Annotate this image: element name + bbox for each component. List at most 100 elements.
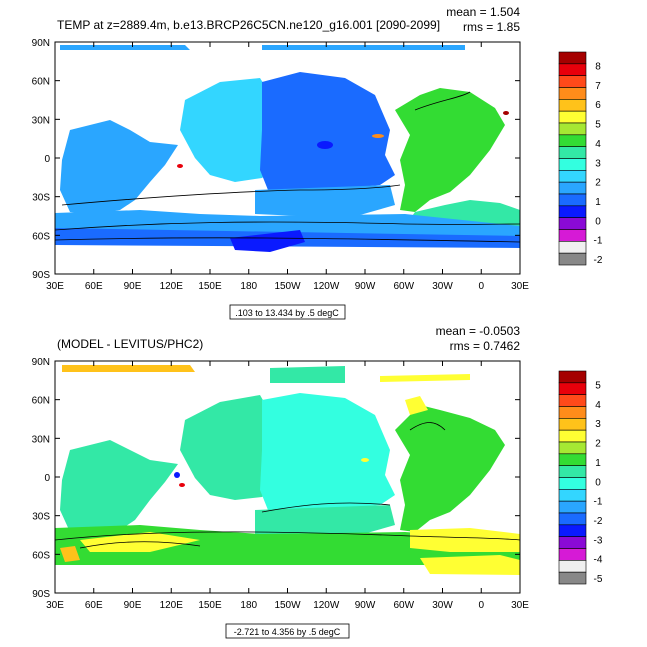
- colorbar-swatch: [558, 51, 587, 65]
- panel-1-title: TEMP at z=2889.4m, b.e13.BRCP26C5CN.ne12…: [57, 18, 440, 32]
- x-tick-label: 0: [478, 600, 484, 611]
- panel-1-map: [55, 42, 520, 274]
- panel-2-title: (MODEL - LEVITUS/PHC2): [57, 337, 203, 351]
- x-tick-label: 60E: [85, 281, 103, 292]
- y-tick-label: 90N: [32, 38, 50, 49]
- colorbar-label: -5: [594, 574, 603, 585]
- colorbar-swatch: [558, 489, 587, 502]
- colorbar-swatch: [558, 500, 587, 514]
- x-tick-label: 180: [240, 281, 257, 292]
- panel-2-contour-info-box: [225, 623, 350, 639]
- colorbar-label: 1: [595, 197, 601, 208]
- colorbar-swatch: [558, 548, 587, 561]
- colorbar-swatch: [558, 252, 587, 266]
- x-tick-label: 30E: [511, 600, 529, 611]
- panel-2-rms: rms = 0.7462: [450, 339, 521, 353]
- colorbar-swatch: [558, 524, 587, 537]
- panel-1-contour-info: .103 to 13.434 by .5 degC: [235, 308, 339, 318]
- colorbar-swatch: [558, 87, 587, 100]
- colorbar-label: 7: [595, 81, 601, 92]
- colorbar-swatch: [558, 229, 587, 242]
- colorbar-label: 2: [595, 178, 601, 189]
- x-tick-label: 60W: [393, 281, 414, 292]
- colorbar-swatch: [558, 477, 587, 490]
- colorbar-swatch: [558, 217, 587, 230]
- panel-1-rms: rms = 1.85: [463, 20, 520, 34]
- colorbar-swatch: [558, 170, 587, 183]
- y-tick-label: 90S: [32, 270, 50, 281]
- colorbar-swatch: [558, 75, 587, 88]
- x-tick-label: 60W: [393, 600, 414, 611]
- colorbar-swatch: [558, 146, 587, 159]
- colorbar-swatch: [558, 418, 587, 431]
- x-tick-label: 90W: [355, 600, 376, 611]
- x-tick-label: 30E: [46, 600, 64, 611]
- colorbar-swatch: [558, 560, 587, 573]
- panel-2-contour-info: -2.721 to 4.356 by .5 degC: [234, 627, 341, 637]
- colorbar-swatch: [558, 441, 587, 455]
- colorbar-label: 0: [595, 216, 601, 227]
- y-tick-label: 30S: [32, 512, 50, 523]
- colorbar-swatch: [558, 205, 587, 218]
- colorbar-label: 3: [595, 419, 601, 430]
- y-tick-label: 30S: [32, 193, 50, 204]
- colorbar-label: 2: [595, 439, 601, 450]
- y-tick-label: 0: [44, 154, 50, 165]
- x-tick-label: 150W: [274, 600, 301, 611]
- x-tick-label: 150W: [274, 281, 301, 292]
- colorbar-swatch: [558, 382, 587, 395]
- x-tick-label: 30W: [432, 600, 453, 611]
- panel-2: (MODEL - LEVITUS/PHC2) mean = -0.0503 rm…: [32, 324, 603, 639]
- panel-1-y-ticks: 90N 60N 30N 0 30S 60S 90S: [32, 38, 520, 281]
- x-tick-label: 90E: [124, 600, 142, 611]
- colorbar-swatch: [558, 110, 587, 124]
- panel-2-colorbar: 5 4 3 2 1 0 -1 -2 -3 -4 -5: [558, 370, 603, 585]
- colorbar-swatch: [558, 465, 587, 478]
- colorbar-swatch: [558, 571, 587, 585]
- panel-2-mean: mean = -0.0503: [436, 324, 521, 338]
- colorbar-label: 4: [595, 139, 601, 150]
- x-tick-label: 0: [478, 281, 484, 292]
- x-tick-label: 150E: [198, 600, 222, 611]
- x-tick-label: 30E: [511, 281, 529, 292]
- colorbar-label: 8: [595, 61, 601, 72]
- colorbar-label: -1: [594, 497, 603, 508]
- colorbar-swatch: [558, 158, 587, 171]
- x-tick-label: 120W: [313, 600, 340, 611]
- panel-2-x-ticks: 30E 60E 90E 120E 150E 180 150W 120W 90W 60W 30W 0 30…: [46, 361, 529, 611]
- panel-1: TEMP at z=2889.4m, b.e13.BRCP26C5CN.ne12…: [32, 5, 603, 320]
- colorbar-swatch: [558, 63, 587, 76]
- colorbar-label: 3: [595, 158, 601, 169]
- y-tick-label: 90N: [32, 357, 50, 368]
- y-tick-label: 60N: [32, 77, 50, 88]
- colorbar-swatch: [558, 181, 587, 195]
- panel-1-x-ticks: 30E 60E 90E 120E 150E 180 150W 120W 90W 60W 30W 0 30…: [46, 42, 529, 292]
- colorbar-swatch: [558, 512, 587, 526]
- y-tick-label: 60N: [32, 396, 50, 407]
- colorbar-swatch: [558, 193, 587, 207]
- colorbar-swatch: [558, 134, 587, 147]
- colorbar-label: -3: [594, 535, 603, 546]
- y-tick-label: 90S: [32, 589, 50, 600]
- colorbar-swatch: [558, 429, 587, 443]
- colorbar-swatch: [558, 394, 587, 407]
- y-tick-label: 30N: [32, 434, 50, 445]
- x-tick-label: 30W: [432, 281, 453, 292]
- y-tick-label: 60S: [32, 231, 50, 242]
- y-tick-label: 60S: [32, 550, 50, 561]
- colorbar-swatch: [558, 99, 587, 112]
- panel-2-map: [55, 361, 520, 593]
- panel-1-colorbar: 8 7 6 5 4 3 2 1 0 -1 -2: [558, 51, 603, 266]
- colorbar-swatch: [558, 122, 587, 136]
- x-tick-label: 120E: [160, 600, 184, 611]
- colorbar-swatch: [558, 241, 587, 254]
- x-tick-label: 180: [240, 600, 257, 611]
- panel-2-y-ticks: 90N 60N 30N 0 30S 60S 90S: [32, 357, 520, 600]
- colorbar-label: 0: [595, 477, 601, 488]
- x-tick-label: 120E: [160, 281, 184, 292]
- colorbar-label: -2: [594, 255, 603, 266]
- colorbar-swatch: [558, 370, 587, 384]
- colorbar-label: 4: [595, 400, 601, 411]
- x-tick-label: 90W: [355, 281, 376, 292]
